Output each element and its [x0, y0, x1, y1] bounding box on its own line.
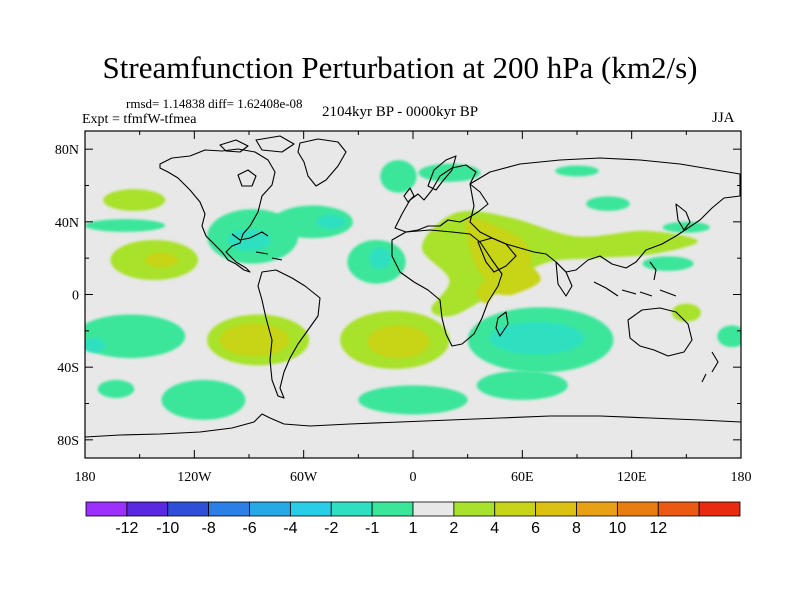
coastline-british-isles — [403, 187, 415, 203]
stats-line: rmsd= 1.14838 diff= 1.62408e-08 — [126, 96, 303, 111]
colorbar-label: 2 — [449, 520, 458, 537]
lon-tick-label: 120E — [617, 470, 647, 485]
anomaly-atlantic-band-core — [316, 214, 346, 230]
anomaly-south-america-core — [219, 323, 290, 357]
colorbar-box — [616, 501, 659, 517]
anomaly-south-pacific-negative — [97, 379, 135, 399]
anomaly-east-africa-core — [476, 261, 541, 304]
anomaly-south-pacific-east-negative — [161, 379, 246, 420]
coastlines — [85, 135, 741, 438]
anomaly-siberia-negative — [586, 196, 630, 211]
colorbar-label: -12 — [115, 520, 138, 537]
lon-tick-label: 180 — [731, 470, 752, 485]
anomaly-arctic-negative — [555, 165, 599, 177]
colorbar-box — [535, 501, 577, 517]
coastline-scandinavia — [427, 155, 457, 191]
coastline-arctic-islands — [219, 135, 295, 153]
colorbar-label: 6 — [531, 520, 540, 537]
colorbar-label: 4 — [490, 520, 499, 537]
coastline-asia — [469, 157, 741, 273]
anomaly-gulf-negative-core — [227, 229, 271, 251]
coastline-philippines — [649, 261, 657, 281]
colorbar-label: -6 — [242, 520, 256, 537]
anomaly-tropical-pacific-core — [145, 252, 178, 268]
lon-tick-label: 60E — [511, 470, 534, 485]
anomaly-southwest-pacific-negative — [717, 325, 741, 348]
colorbar-box — [412, 501, 455, 517]
coastline-arabia — [477, 237, 517, 273]
colorbar-box — [453, 501, 496, 517]
colorbar-label: -8 — [202, 520, 216, 537]
anomaly-tropical-atlantic-core — [369, 247, 392, 270]
season-label: JJA — [712, 110, 735, 126]
colorbar-box — [494, 501, 537, 517]
lat-tick-label: 80S — [57, 434, 79, 449]
lat-tick-label: 40S — [57, 361, 79, 376]
anomaly-north-pacific-positive — [103, 189, 166, 211]
coastline-japan — [675, 203, 691, 231]
anomaly-south-atlantic-low-negative — [358, 385, 468, 415]
colorbar-label: 12 — [649, 520, 667, 537]
coastline-new-zealand — [701, 351, 719, 383]
lat-tick-label: 80N — [55, 143, 79, 158]
lon-tick-label: 180 — [75, 470, 96, 485]
colorbar-box — [657, 501, 700, 517]
coastline-north-america — [159, 148, 276, 273]
anomaly-east-pacific-south-core — [85, 338, 106, 353]
lat-tick-label: 40N — [55, 216, 79, 231]
colorbar-box — [249, 501, 291, 517]
experiment-label: Expt = tfmfW-tfmea — [82, 112, 197, 127]
coastline-hudson-bay — [237, 169, 257, 187]
colorbar-label: -1 — [365, 520, 379, 537]
colorbar-label: 8 — [572, 520, 581, 537]
period-label: 2104kyr BP - 0000kyr BP — [322, 104, 479, 120]
colorbar-box — [208, 501, 250, 517]
anomaly-central-pacific-negative — [85, 219, 166, 232]
lon-tick-label: 120W — [177, 470, 212, 485]
colorbar-label: -4 — [283, 520, 297, 537]
anomaly-south-atlantic-core — [367, 325, 430, 359]
colorbar-box — [85, 501, 128, 517]
colorbar-box — [330, 501, 373, 517]
anomaly-tasman-positive — [671, 303, 701, 322]
colorbar-label: 1 — [409, 520, 418, 537]
colorbar-box — [576, 501, 618, 517]
anomaly-north-atlantic-negative — [380, 160, 417, 193]
map-axes: 80N 40N 0 40S 80S 180 120W 60W 0 60E 120E 180 — [55, 131, 752, 485]
anomaly-atlantic-band-negative — [272, 205, 353, 239]
plot-title: Streamfunction Perturbation at 200 hPa (… — [102, 50, 698, 85]
coastline-europe — [394, 164, 489, 233]
colorbar-label: -2 — [324, 520, 338, 537]
colorbar-label: 10 — [608, 520, 626, 537]
anomaly-west-pacific-negative — [642, 256, 694, 271]
lat-tick-label: 0 — [72, 289, 79, 304]
coastline-africa — [391, 229, 503, 347]
colorbar-box — [126, 501, 169, 517]
anomaly-east-pacific-south-negative — [85, 314, 186, 359]
coastline-greenland — [297, 138, 347, 187]
colorbar-box — [371, 501, 414, 517]
coastline-indonesia — [593, 281, 677, 297]
anomaly-indian-ocean-core — [489, 321, 585, 355]
colorbar-box — [698, 501, 741, 517]
lon-tick-label: 0 — [410, 470, 417, 485]
colorbar-box — [289, 501, 332, 517]
colorbar-box — [167, 501, 210, 517]
coastline-india — [555, 261, 573, 297]
lon-tick-label: 60W — [290, 470, 318, 485]
coastline-australia — [627, 307, 693, 357]
coastline-madagascar — [495, 311, 509, 337]
anomaly-south-indian-negative — [476, 370, 568, 400]
coastline-caribbean — [255, 251, 283, 261]
colorbar: -12 -10 -8 -6 -4 -2 -1 1 2 4 6 8 10 12 — [85, 501, 741, 537]
colorbar-label: -10 — [156, 520, 179, 537]
coastline-antarctica — [85, 413, 741, 438]
coastline-south-america — [257, 269, 321, 399]
coastline-gulf-of-mexico — [231, 231, 269, 241]
